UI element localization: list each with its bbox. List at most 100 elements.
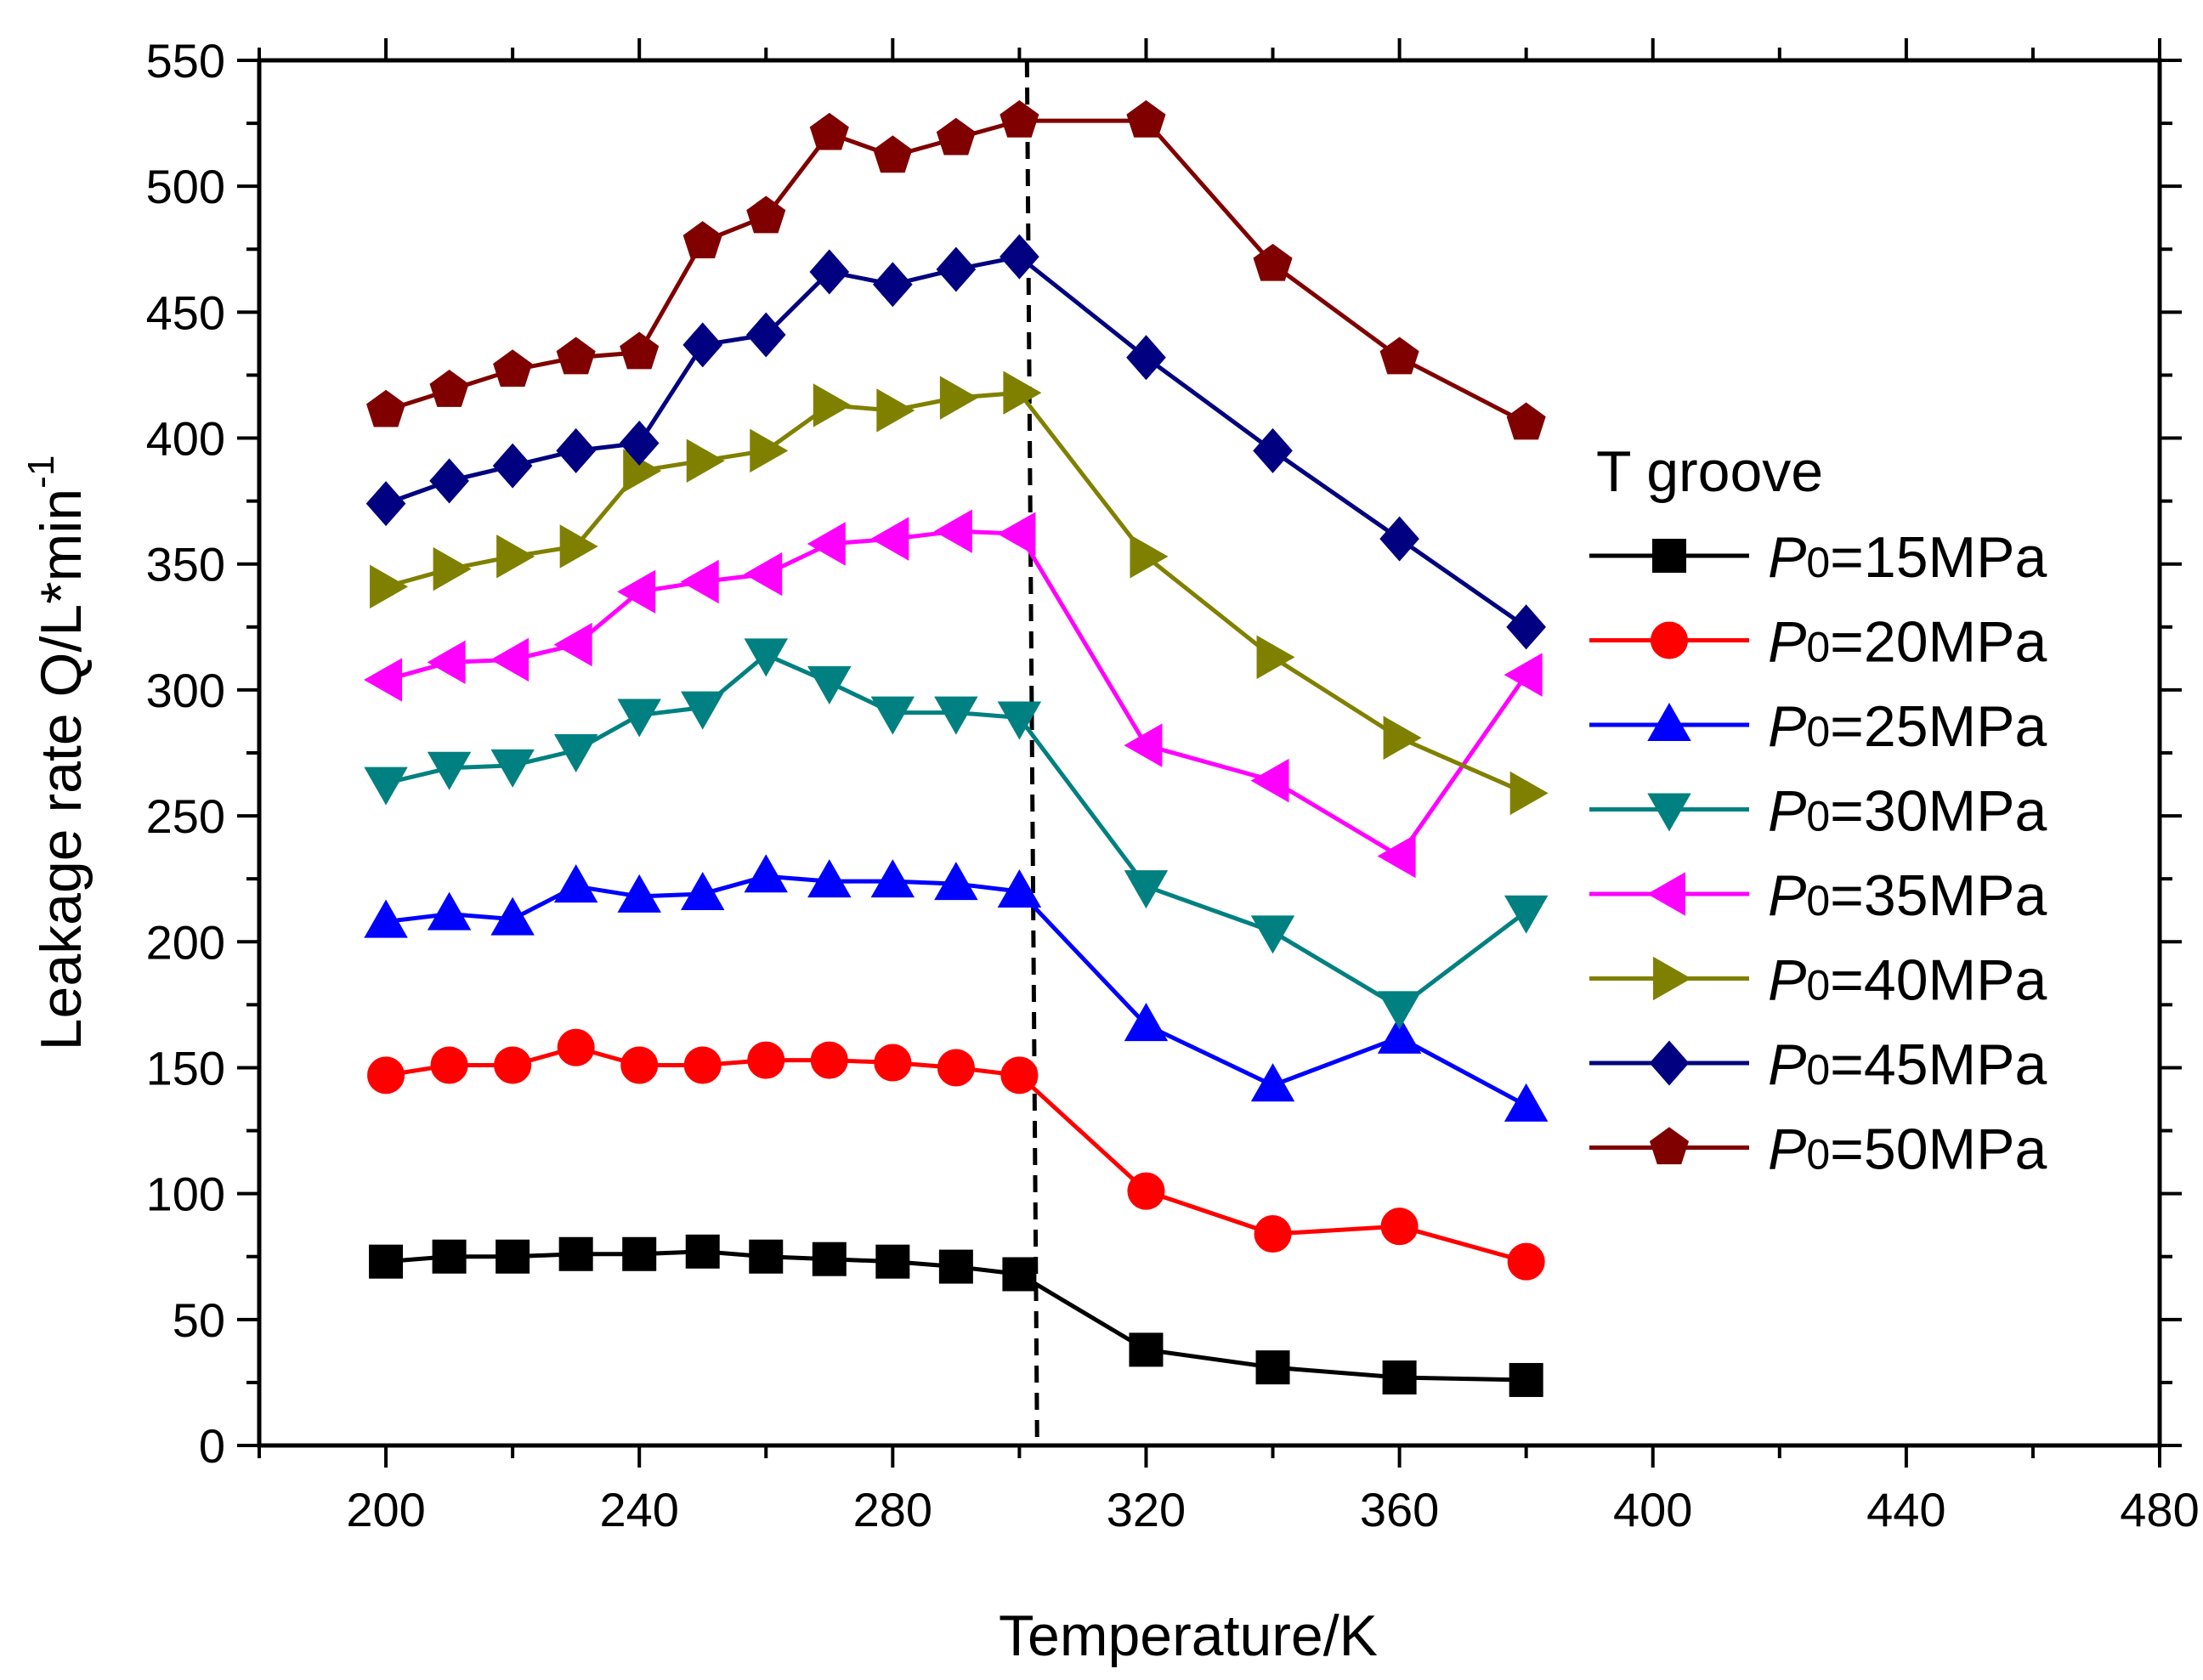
legend-label-rest: =50MPa [1830,1117,2047,1182]
data-point [680,559,719,604]
data-point [496,535,535,579]
data-point [427,891,472,931]
legend-label-sub: 0 [1806,1131,1830,1179]
data-point [936,246,977,292]
data-point [429,370,469,407]
x-axis-title: Temperature/K [999,1604,1378,1668]
data-point [1000,99,1039,138]
data-point [553,864,598,903]
legend-label: P0=20MPa [1768,610,2047,675]
legend-label-italic: P [1768,694,1806,759]
data-point [997,868,1042,908]
y-tick-label: 550 [146,34,225,88]
axis-ticks [237,38,2182,1468]
data-point [620,1046,659,1084]
data-point [812,1242,847,1276]
data-point [681,871,725,910]
data-point [559,524,598,568]
legend-label-sub: 0 [1806,793,1830,840]
y-axis-title-superscript: -1 [20,455,62,489]
data-point [1254,1215,1292,1253]
data-point [1506,402,1546,440]
legend-label-italic: P [1768,863,1806,928]
data-point [429,458,469,504]
data-point [1003,371,1042,415]
data-point [745,312,786,358]
data-point [876,388,915,433]
data-point [557,1028,595,1066]
data-point [1256,635,1295,680]
data-point [1126,99,1166,138]
data-point [873,262,913,308]
data-point [1382,1360,1417,1394]
data-point [934,696,978,735]
data-point [870,859,915,898]
series-P0=35MPa [364,509,1543,879]
data-point [936,117,976,156]
data-point [622,1236,657,1271]
legend-label-rest: =30MPa [1830,779,2047,844]
legend-label: P0=30MPa [1768,779,2047,844]
data-point [617,569,656,614]
data-point [430,1046,468,1084]
data-point [494,1046,532,1084]
data-point [432,1239,467,1274]
y-tick-label: 350 [146,538,225,591]
series-P0=30MPa [364,638,1549,1030]
data-point [558,1236,593,1271]
data-point [746,195,786,234]
data-point [1130,535,1169,579]
y-tick-label: 100 [146,1168,225,1221]
legend-label-italic: P [1768,779,1806,844]
data-point [1379,337,1419,375]
y-tick-label: 150 [146,1041,225,1095]
data-point [1000,1056,1039,1095]
y-tick-label: 400 [146,412,225,466]
legend-label-italic: P [1768,948,1806,1013]
data-point [1383,716,1422,760]
series-P0=40MPa [370,371,1549,816]
data-point [682,322,723,368]
legend-label-rest: =20MPa [1830,610,2047,675]
legend-label: P0=45MPa [1768,1032,2047,1097]
data-point [620,331,660,370]
data-point [1377,1015,1422,1054]
x-tick-label: 360 [1360,1483,1439,1536]
data-point [496,1239,530,1274]
legend-item: P0=45MPa [1589,1032,2047,1097]
legend-marker [1646,872,1685,916]
x-tick-label: 480 [2120,1483,2199,1536]
data-point [490,749,535,788]
data-point [1250,758,1289,803]
y-axis-title-text: Leakage rate Q/L*min [29,489,93,1051]
data-point [1377,834,1416,879]
data-point [681,691,725,730]
data-point [1506,604,1546,650]
data-point [1253,427,1293,473]
legend-item: P0=40MPa [1589,948,2047,1013]
y-axis-title: Leakage rate Q/L*min-1 [20,455,93,1051]
data-point [744,552,783,597]
legend-item: P0=20MPa [1589,610,2047,675]
data-point [433,546,472,591]
legend-label-italic: P [1768,610,1806,675]
data-point [370,564,409,609]
data-point [997,512,1036,556]
data-point [553,734,598,773]
data-point [1509,1362,1543,1397]
data-point [1253,243,1293,281]
x-tick-label: 240 [599,1483,678,1536]
data-point [1124,1003,1169,1042]
data-point [364,766,408,806]
legend-item: P0=50MPa [1589,1117,2047,1182]
data-point [1504,653,1543,697]
data-point [749,1239,784,1274]
data-point [1379,516,1419,562]
data-point [807,666,852,705]
data-point [619,420,660,466]
x-tick-label: 200 [346,1483,425,1536]
data-point [553,622,592,667]
legend-label-sub: 0 [1806,539,1830,586]
legend-marker [1652,539,1686,573]
